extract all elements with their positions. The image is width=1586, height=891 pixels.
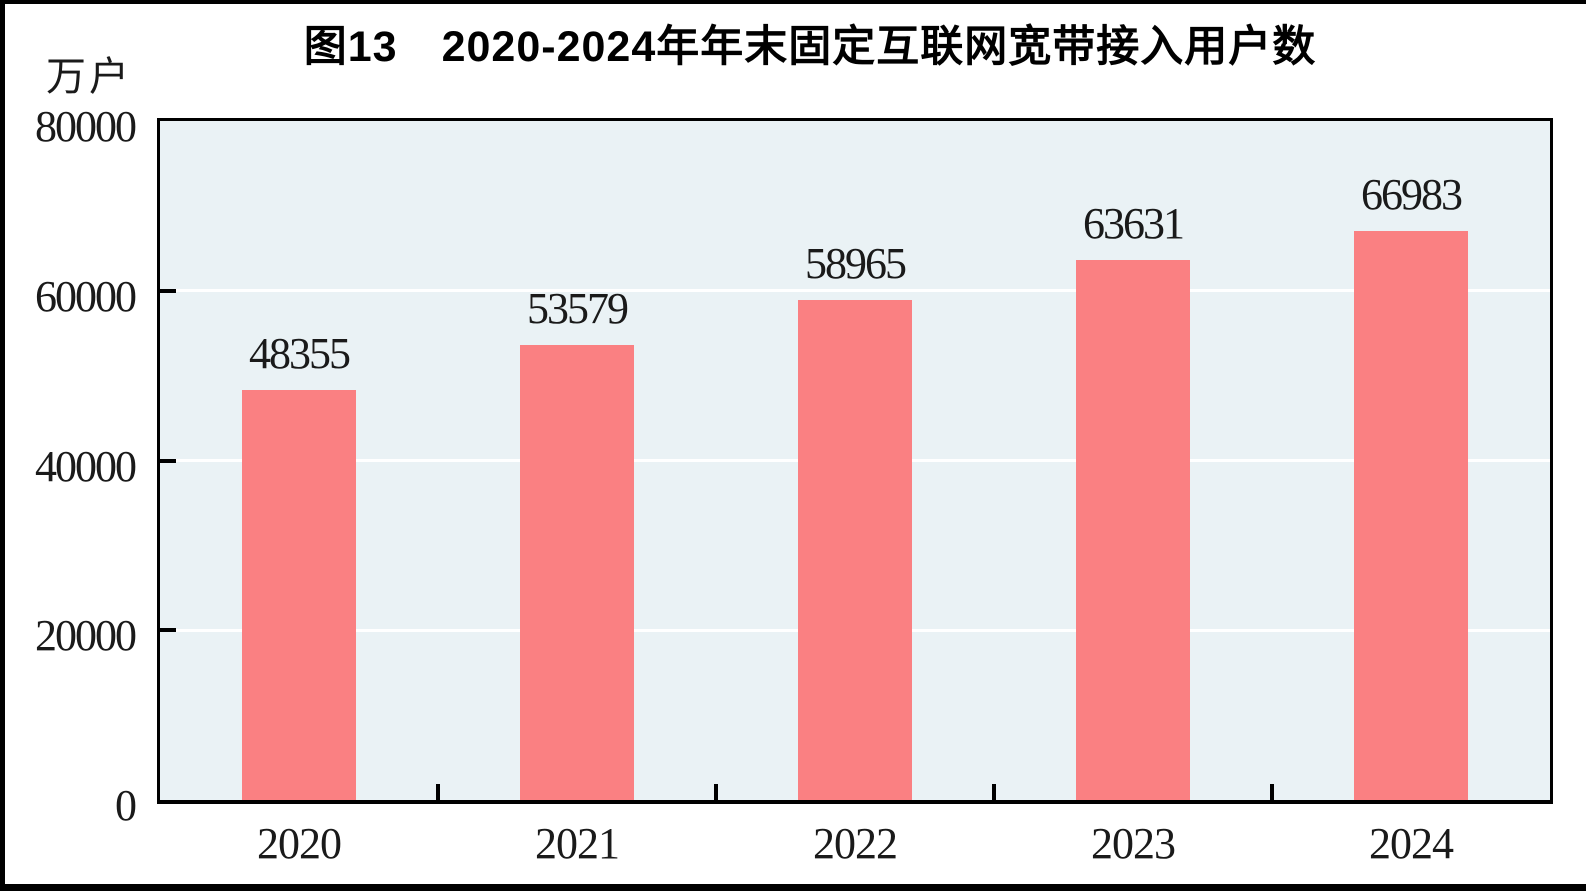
bar-value-label: 63631 [1083,198,1185,248]
page-border-left [0,0,5,891]
x-axis-tick-label: 2023 [1091,819,1176,868]
x-axis-tick [436,784,440,800]
y-axis-tick [160,288,176,293]
bar [798,299,912,800]
y-axis-tick-label: 60000 [35,271,137,321]
y-axis-unit-label: 万户 [46,54,132,99]
bar-value-label: 48355 [249,328,351,378]
y-axis-tick [160,458,176,463]
y-axis-tick-label: 20000 [35,611,137,661]
x-axis-tick [992,784,996,800]
bar [1076,259,1190,800]
x-axis-tick [714,784,718,800]
y-axis-tick-label: 0 [115,781,137,830]
bar [520,345,634,800]
plot-area: 48355 53579 58965 63631 66983 [157,118,1553,804]
y-axis-tick-label: 40000 [35,441,137,491]
x-axis-tick-label: 2021 [535,819,620,868]
bar [242,389,356,800]
bar-value-label: 58965 [805,238,907,288]
page-border-top [0,0,1586,4]
x-axis-tick-label: 2020 [257,819,342,868]
bar-value-label: 53579 [527,284,629,334]
chart-title: 图13 2020-2024年年末固定互联网宽带接入用户数 [303,23,1317,71]
page-border-bottom [0,884,1586,891]
bar-value-label: 66983 [1361,170,1463,220]
y-axis-tick-label: 80000 [35,102,137,151]
x-axis-tick-label: 2022 [813,819,898,868]
gridline [160,289,1550,293]
bar [1354,231,1468,800]
y-axis-tick [160,628,176,633]
x-axis-tick-label: 2024 [1369,819,1454,868]
x-axis-tick [1270,784,1274,800]
